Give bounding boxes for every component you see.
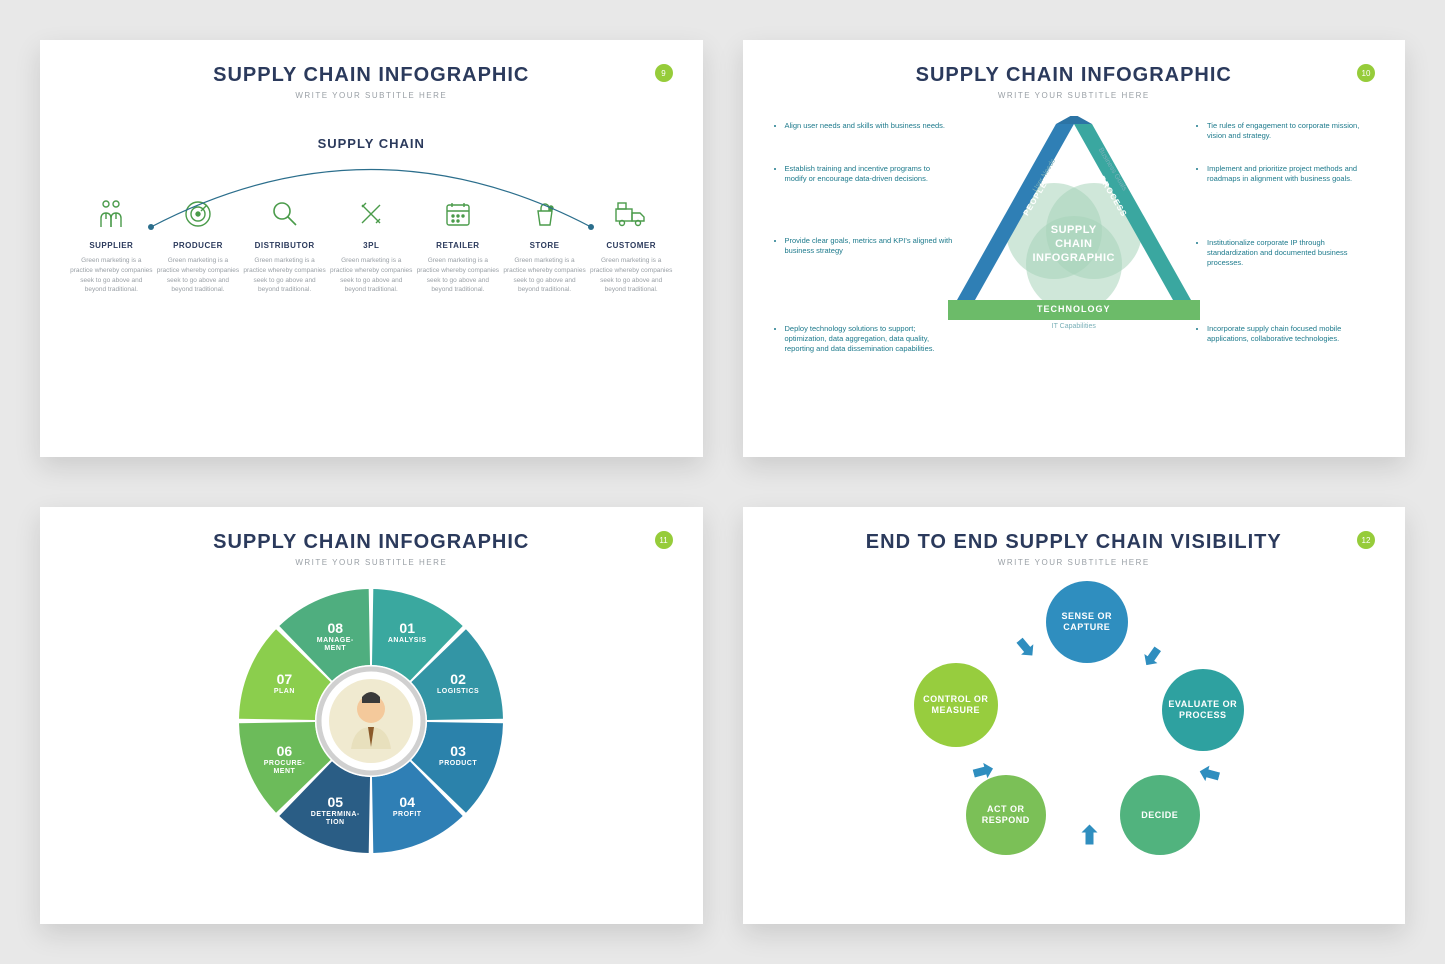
bullet-right: Implement and prioritize project methods…: [1195, 164, 1375, 187]
sub-label-it: IT Capabilities: [1052, 323, 1096, 330]
node-act-or-respond: ACT OR RESPOND: [966, 775, 1046, 855]
segment-02: 02LOGISTICS: [423, 671, 493, 696]
cycle-container: SENSE OR CAPTURE EVALUATE OR PROCESS DECID…: [874, 579, 1274, 859]
bullet-left: Align user needs and skills with busines…: [773, 121, 953, 134]
column-text: Green marketing is a practice whereby co…: [417, 256, 500, 295]
column-title: 3PL: [330, 241, 413, 250]
slide-title: SUPPLY CHAIN INFOGRAPHIC: [70, 64, 673, 87]
node-sense-or-capture: SENSE OR CAPTURE: [1046, 581, 1128, 663]
column-text: Green marketing is a practice whereby co…: [70, 256, 153, 295]
slide-subtitle: WRITE YOUR SUBTITLE HERE: [773, 558, 1376, 567]
segment-03: 03PRODUCT: [423, 743, 493, 768]
node-evaluate-or-process: EVALUATE OR PROCESS: [1162, 669, 1244, 751]
arrow-icon: [1197, 759, 1222, 784]
slide-title: SUPPLY CHAIN INFOGRAPHIC: [70, 531, 673, 554]
bullet-right: Incorporate supply chain focused mobile …: [1195, 324, 1375, 347]
column-text: Green marketing is a practice whereby co…: [330, 256, 413, 295]
slide-wheel: 11 SUPPLY CHAIN INFOGRAPHIC WRITE YOUR S…: [40, 507, 703, 924]
slide-title: END TO END SUPPLY CHAIN VISIBILITY: [773, 531, 1376, 554]
arrow-icon: [1135, 641, 1164, 669]
page-badge: 12: [1357, 531, 1375, 549]
arc-label: SUPPLY CHAIN: [70, 136, 673, 151]
segment-04: 04PROFIT: [372, 794, 442, 819]
column-text: Green marketing is a practice whereby co…: [243, 256, 326, 295]
column-title: STORE: [503, 241, 586, 250]
segment-05: 05DETERMINA-TION: [300, 794, 370, 826]
page-badge: 10: [1357, 64, 1375, 82]
node-decide: DECIDE: [1120, 775, 1200, 855]
column-title: CUSTOMER: [590, 241, 673, 250]
segment-08: 08MANAGE-MENT: [300, 620, 370, 652]
slide-subtitle: WRITE YOUR SUBTITLE HERE: [70, 558, 673, 567]
column-title: SUPPLIER: [70, 241, 153, 250]
edge-label-technology: TECHNOLOGY: [1037, 304, 1111, 314]
segment-01: 01ANALYSIS: [372, 620, 442, 645]
arc-curve: [136, 152, 606, 232]
bullet-left: Provide clear goals, metrics and KPI's a…: [773, 236, 953, 259]
triangle-center-label: SUPPLYCHAININFOGRAPHIC: [1033, 224, 1116, 265]
slide-subtitle: WRITE YOUR SUBTITLE HERE: [70, 91, 673, 100]
bullet-right: Tie rules of engagement to corporate mis…: [1195, 121, 1375, 144]
page-badge: 9: [655, 64, 673, 82]
bullet-left: Deploy technology solutions to support; …: [773, 324, 953, 357]
slide-title: SUPPLY CHAIN INFOGRAPHIC: [773, 64, 1376, 87]
bullet-left: Establish training and incentive program…: [773, 164, 953, 187]
slide-triangle: 10 SUPPLY CHAIN INFOGRAPHIC WRITE YOUR S…: [743, 40, 1406, 457]
segment-06: 06PROCURE-MENT: [249, 743, 319, 775]
column-title: RETAILER: [417, 241, 500, 250]
column-title: PRODUCER: [157, 241, 240, 250]
slide-cycle: 12 END TO END SUPPLY CHAIN VISIBILITY WR…: [743, 507, 1406, 924]
wheel-container: 01ANALYSIS 02LOGISTICS 03PRODUCT 04PROFIT05…: [231, 581, 511, 861]
node-control-or-measure: CONTROL OR MEASURE: [914, 663, 998, 747]
column-text: Green marketing is a practice whereby co…: [503, 256, 586, 295]
slide-supply-chain-linear: 9 SUPPLY CHAIN INFOGRAPHIC WRITE YOUR SU…: [40, 40, 703, 457]
column-title: DISTRIBUTOR: [243, 241, 326, 250]
column-text: Green marketing is a practice whereby co…: [157, 256, 240, 295]
segment-07: 07PLAN: [249, 671, 319, 696]
column-text: Green marketing is a practice whereby co…: [590, 256, 673, 295]
page-badge: 11: [655, 531, 673, 549]
arrow-icon: [1081, 825, 1102, 845]
slide-subtitle: WRITE YOUR SUBTITLE HERE: [773, 91, 1376, 100]
bullet-right: Institutionalize corporate IP through st…: [1195, 238, 1375, 271]
triangle-container: Align user needs and skills with busines…: [773, 116, 1376, 376]
arrow-icon: [1009, 635, 1038, 664]
